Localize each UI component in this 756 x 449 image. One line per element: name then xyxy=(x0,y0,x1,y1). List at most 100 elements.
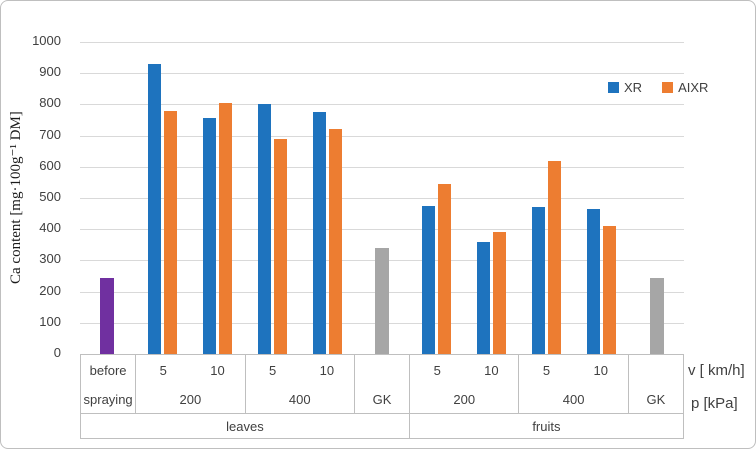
bar-group xyxy=(355,42,410,354)
bar-single-wrap xyxy=(355,42,410,354)
bar-spraying xyxy=(100,277,115,354)
y-tick-label: 700 xyxy=(39,126,61,142)
bar-xr xyxy=(532,207,546,354)
gridline xyxy=(80,166,684,168)
bar-aixr xyxy=(163,110,177,354)
y-tick-label: 200 xyxy=(39,282,61,298)
category-p-label: GK xyxy=(646,392,666,407)
plot-area xyxy=(80,42,684,354)
category-v-label: 10 xyxy=(484,363,499,378)
bar-xr xyxy=(422,205,436,354)
bar-pair xyxy=(574,42,629,354)
bar-group xyxy=(80,42,135,354)
y-tick-label: 400 xyxy=(39,220,61,236)
bar-pair xyxy=(190,42,245,354)
bar-aixr xyxy=(218,102,232,354)
bar-group xyxy=(135,42,245,354)
y-tick-label: 1000 xyxy=(32,33,61,48)
category-group-cell: 5 10 400 xyxy=(519,355,629,413)
category-v-row: before xyxy=(81,355,135,386)
legend: XR AIXR xyxy=(608,80,708,95)
category-group-cell: 5 10 200 xyxy=(410,355,520,413)
bar-aixr xyxy=(548,160,562,354)
category-p-label: 200 xyxy=(453,392,476,407)
category-v-row: 5 10 xyxy=(246,355,354,386)
category-v-label: 10 xyxy=(210,363,225,378)
bar-pair xyxy=(135,42,190,354)
bar-group xyxy=(409,42,519,354)
gridline xyxy=(80,104,684,106)
category-p-label: 400 xyxy=(562,392,585,407)
category-v-row: 5 10 xyxy=(519,355,627,386)
category-p-label: spraying xyxy=(83,392,133,407)
y-tick-label: 600 xyxy=(39,157,61,173)
y-tick-label: 300 xyxy=(39,251,61,267)
bar-aixr xyxy=(603,226,617,354)
category-axis-table: before spraying 5 10 200 5 10 400 GK 5 10 200 5 10 400… xyxy=(80,354,684,439)
bar-aixr xyxy=(328,129,342,354)
bar-gk xyxy=(649,277,664,354)
bar-group xyxy=(519,42,629,354)
bar-single-wrap xyxy=(80,42,135,354)
gridline xyxy=(80,135,684,137)
bar-xr xyxy=(202,118,216,354)
category-v-row xyxy=(629,355,683,386)
bar-pair xyxy=(464,42,519,354)
bar-aixr xyxy=(438,183,452,354)
category-p-label: GK xyxy=(372,392,392,407)
bar-xr xyxy=(147,63,161,354)
category-v-label: 5 xyxy=(433,363,441,378)
category-v-label: 5 xyxy=(542,363,551,378)
p-axis-unit-label: p [kPa] xyxy=(691,395,738,412)
category-v-label: 5 xyxy=(269,363,277,378)
bar-xr xyxy=(312,112,326,354)
category-v-label: 10 xyxy=(319,363,335,378)
legend-swatch-xr xyxy=(608,82,619,93)
category-group-cell: before spraying xyxy=(81,355,137,413)
category-group-cell: 5 10 400 xyxy=(246,355,355,413)
gridline xyxy=(80,229,684,231)
category-v-label: 10 xyxy=(593,363,608,378)
bar-pair xyxy=(245,42,300,354)
bars-layer xyxy=(80,42,684,354)
y-tick-label: 0 xyxy=(53,345,61,360)
bar-pair xyxy=(409,42,464,354)
category-v-row: 5 10 xyxy=(136,355,244,386)
bar-group xyxy=(629,42,684,354)
bar-group xyxy=(245,42,355,354)
legend-label: AIXR xyxy=(678,80,709,95)
legend-swatch-aixr xyxy=(662,82,674,93)
legend-label: XR xyxy=(624,80,643,95)
section-label-fruits: fruits xyxy=(410,414,684,438)
bar-gk xyxy=(374,247,389,354)
gridline xyxy=(80,42,684,43)
section-label-leaves: leaves xyxy=(81,414,410,438)
y-tick-label: 900 xyxy=(39,64,61,80)
y-tick-label: 800 xyxy=(39,95,61,111)
category-v-row: 5 10 xyxy=(410,355,518,386)
y-tick-label: 100 xyxy=(39,313,61,329)
v-axis-unit-label: v [ km/h] xyxy=(688,362,745,379)
bar-xr xyxy=(477,241,491,354)
category-v-row xyxy=(355,355,409,386)
legend-item-aixr: AIXR xyxy=(662,80,708,95)
bar-aixr xyxy=(273,138,287,354)
legend-item-xr: XR xyxy=(608,80,642,95)
category-axis-rows-vp: before spraying 5 10 200 5 10 400 GK 5 10 200 5 10 400… xyxy=(80,354,684,414)
category-p-label: 400 xyxy=(288,392,311,407)
category-p-label: 200 xyxy=(179,392,202,407)
category-v-label: 5 xyxy=(159,363,167,378)
gridline xyxy=(80,73,684,75)
y-axis-ticks: 0 100 200 300 400 500 600 700 800 900 1000 xyxy=(1,1,67,448)
gridline xyxy=(80,198,684,199)
bar-pair xyxy=(519,42,574,354)
bar-xr xyxy=(257,104,271,354)
bar-xr xyxy=(587,208,601,354)
category-group-cell: GK xyxy=(629,355,684,413)
bar-single-wrap xyxy=(629,42,684,354)
bar-aixr xyxy=(493,232,507,354)
bar-pair xyxy=(300,42,355,354)
category-group-cell: GK xyxy=(355,355,411,413)
category-axis-row-sections: leaves fruits xyxy=(80,414,684,439)
